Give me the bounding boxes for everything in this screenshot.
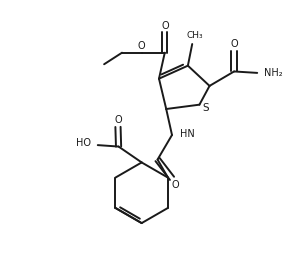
Text: O: O bbox=[171, 180, 179, 190]
Text: O: O bbox=[161, 21, 169, 31]
Text: O: O bbox=[114, 115, 122, 125]
Text: O: O bbox=[138, 41, 145, 51]
Text: NH₂: NH₂ bbox=[264, 68, 282, 78]
Text: HO: HO bbox=[77, 138, 91, 148]
Text: S: S bbox=[202, 103, 209, 113]
Text: CH₃: CH₃ bbox=[186, 31, 203, 40]
Text: HN: HN bbox=[180, 129, 195, 139]
Text: O: O bbox=[230, 39, 238, 49]
